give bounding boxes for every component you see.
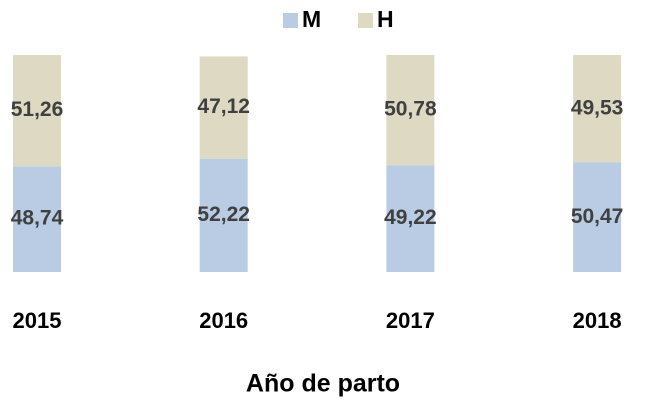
value-label: 50,47 xyxy=(571,205,624,228)
bar-segment xyxy=(199,158,248,272)
bar-segment xyxy=(386,55,435,166)
bar-segment xyxy=(13,55,61,167)
value-label: 49,53 xyxy=(571,96,624,119)
x-axis-title: Año de parto xyxy=(246,370,400,398)
x-tick-label: 2017 xyxy=(386,308,435,333)
bar-segment xyxy=(386,165,435,272)
legend-swatch xyxy=(358,13,373,28)
value-label: 51,26 xyxy=(11,98,64,121)
bar-segment xyxy=(573,55,622,163)
value-label: 52,22 xyxy=(197,203,250,226)
x-tick-label: 2015 xyxy=(13,308,62,333)
legend-label: M xyxy=(302,6,321,32)
legend-swatch xyxy=(283,13,298,28)
x-tick-label: 2018 xyxy=(573,308,622,333)
bar-segment xyxy=(199,56,248,159)
bar-segment xyxy=(573,162,622,272)
value-label: 50,78 xyxy=(384,98,437,121)
legend-label: H xyxy=(377,6,394,32)
bar-segment xyxy=(13,166,61,272)
value-label: 49,22 xyxy=(384,206,437,229)
value-label: 47,12 xyxy=(197,95,250,118)
x-tick-label: 2016 xyxy=(199,308,248,333)
value-label: 48,74 xyxy=(11,207,64,230)
